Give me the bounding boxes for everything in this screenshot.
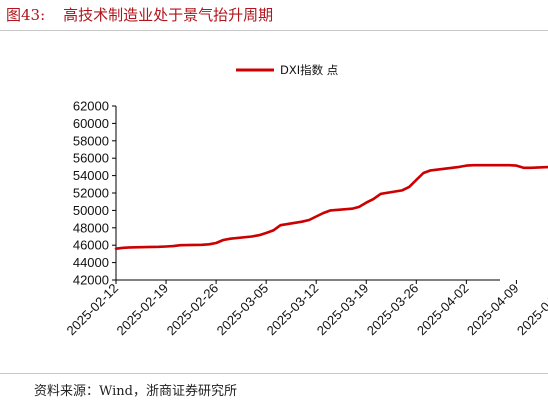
top-divider [0, 30, 548, 31]
y-tick-label: 60000 [73, 116, 109, 131]
y-tick-label: 62000 [73, 99, 109, 114]
y-tick-label: 50000 [73, 203, 109, 218]
x-tick-label: 2025-04-09 [464, 281, 522, 339]
x-tick-label: 2025-02-12 [63, 281, 121, 339]
bottom-divider [0, 373, 548, 374]
x-tick-label: 2025-02-19 [114, 281, 172, 339]
y-tick-label: 42000 [73, 273, 109, 288]
source-note: 资料来源：Wind，浙商证券研究所 [34, 384, 237, 399]
y-tick-label: 58000 [73, 133, 109, 148]
legend-label: DXI指数 点 [280, 63, 338, 77]
legend: DXI指数 点 [236, 63, 338, 77]
x-tick-label: 2025-04-02 [414, 281, 472, 339]
y-tick-label: 46000 [73, 238, 109, 253]
figure-title: 图43: 高技术制造业处于景气抬升周期 [6, 4, 273, 25]
y-tick-label: 54000 [73, 168, 109, 183]
plot-area: 42000 44000 46000 48000 50000 52000 54000 56000… [63, 99, 548, 339]
y-tick-label: 48000 [73, 220, 109, 235]
x-tick-label: 2025-03-12 [264, 281, 322, 339]
x-tick-label: 2025-03-19 [314, 281, 372, 339]
chart-title: 高技术制造业处于景气抬升周期 [63, 6, 274, 24]
series-line-dxi [114, 163, 548, 250]
chart-svg: 42000 44000 46000 48000 50000 52000 54000 56000… [63, 63, 548, 339]
y-tick-label: 52000 [73, 186, 109, 201]
x-tick-label: 2025-03-26 [364, 281, 422, 339]
y-tick-label: 44000 [73, 255, 109, 270]
x-tick-label: 2025-02-26 [164, 281, 222, 339]
x-tick-label: 2025-03-05 [214, 281, 272, 339]
y-tick-label: 56000 [73, 151, 109, 166]
figure-label: 图43: [6, 6, 46, 24]
